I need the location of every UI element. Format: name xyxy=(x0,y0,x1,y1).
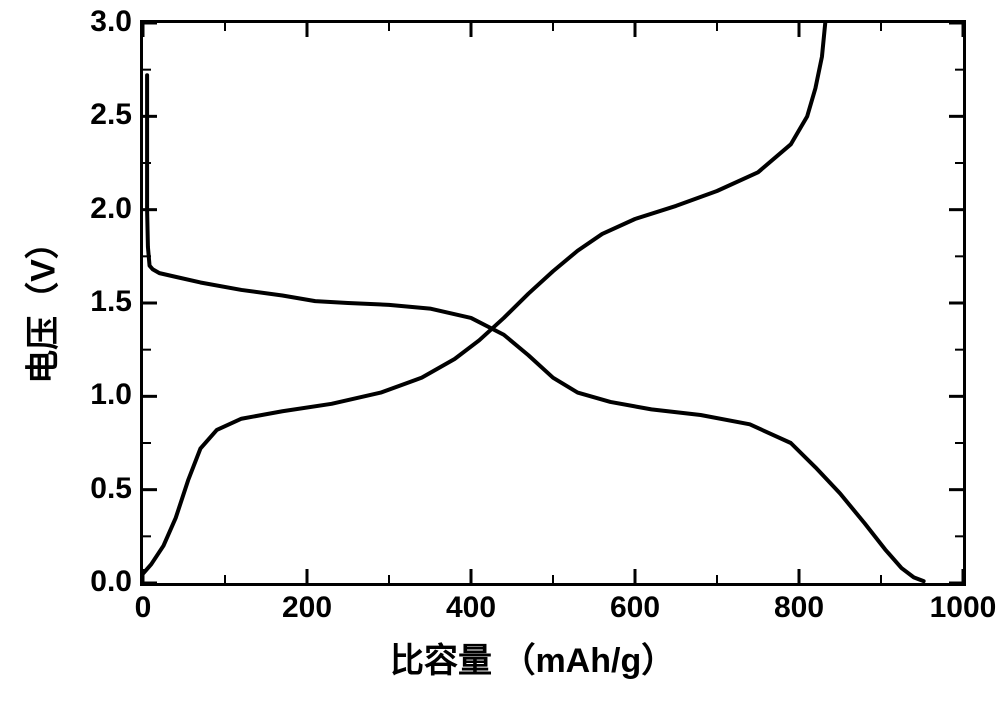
x-tick-label: 200 xyxy=(257,591,357,625)
series-discharge xyxy=(147,75,924,581)
x-tick-label: 600 xyxy=(585,591,685,625)
x-tick-label: 400 xyxy=(421,591,521,625)
plot-area xyxy=(140,20,966,586)
x-tick-label: 800 xyxy=(749,591,849,625)
chart-container: 电压（V） 比容量 （mAh/g） 020040060080010000.00.… xyxy=(0,0,1000,706)
y-tick-label: 0.5 xyxy=(52,472,132,506)
y-tick-label: 0.0 xyxy=(52,565,132,599)
x-axis-label: 比容量 （mAh/g） xyxy=(390,633,675,682)
y-tick-label: 1.5 xyxy=(52,285,132,319)
curves-svg xyxy=(143,23,963,583)
y-tick-label: 2.0 xyxy=(52,192,132,226)
x-tick-label: 1000 xyxy=(913,591,1000,625)
y-tick-label: 1.0 xyxy=(52,378,132,412)
y-tick-label: 3.0 xyxy=(52,5,132,39)
series-charge xyxy=(143,23,825,574)
y-tick-label: 2.5 xyxy=(52,98,132,132)
